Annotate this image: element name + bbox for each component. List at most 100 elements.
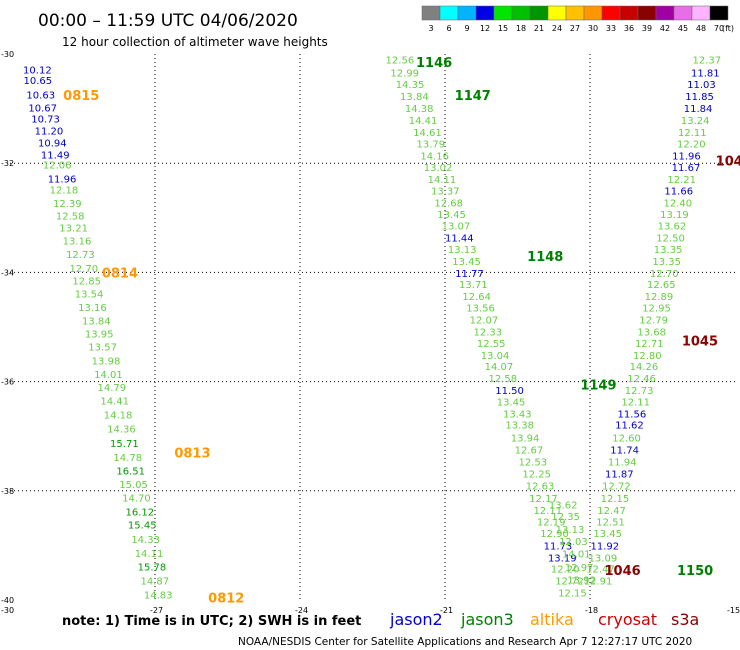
swh-point-label: 12.46: [627, 374, 656, 385]
swh-point-label: 14.11: [135, 549, 164, 560]
swh-point-label: 13.35: [654, 245, 683, 256]
swh-point-label: 13.19: [548, 553, 577, 564]
swh-point-label: 12.55: [477, 339, 506, 350]
swh-point-label: 12.64: [462, 292, 491, 303]
y-tick-label: -34: [1, 268, 14, 277]
legend-swatch: [673, 5, 693, 21]
swh-point-label: 13.54: [75, 290, 104, 301]
legend-bin-label: 30: [588, 24, 598, 33]
swh-point-label: 13.45: [437, 210, 466, 221]
swh-point-label: 15.78: [138, 563, 167, 574]
swh-point-label: 11.96: [672, 152, 701, 163]
legend-swatch: [511, 5, 531, 21]
swh-point-label: 12.90: [540, 529, 569, 540]
legend-swatch: [529, 5, 549, 21]
legend-bin-label: 39: [642, 24, 652, 33]
swh-point-label: 12.99: [390, 69, 419, 80]
legend-swatch: [583, 5, 603, 21]
swh-point-label: 12.06: [43, 160, 72, 171]
swh-point-label: 11.92: [590, 541, 619, 552]
legend-swatch: [493, 5, 513, 21]
legend-bin-label: 48: [696, 24, 706, 33]
swh-point-label: 13.21: [59, 224, 88, 235]
swh-point-label: 13.62: [658, 221, 687, 232]
swh-point-label: 13.45: [593, 529, 622, 540]
satellite-legend: jason2 jason3 altika cryosat s3a: [389, 610, 699, 629]
swh-point-label: 12.97: [565, 563, 594, 574]
chart-grid: [10, 54, 735, 600]
swh-point-label: 12.39: [53, 199, 82, 210]
swh-point-label: 13.04: [481, 351, 510, 362]
swh-point-label: 11.56: [618, 409, 647, 420]
pass-time-label: 1046: [605, 564, 641, 579]
pass-time-label: 1150: [677, 564, 713, 579]
legend-bin-label: 15: [498, 24, 508, 33]
swh-point-label: 14.35: [396, 80, 425, 91]
legend-unit: (ft): [722, 24, 734, 33]
swh-point-label: 12.37: [692, 55, 721, 66]
swh-point-label: 12.67: [515, 445, 544, 456]
legend-bin-label: 21: [534, 24, 544, 33]
swh-point-label: 13.94: [511, 433, 540, 444]
legend-swatch: [691, 5, 711, 21]
swh-point-label: 11.67: [672, 163, 701, 174]
color-scale-legend: 3 6 9 12 15 18 21 24 27 30 33 36 39 42 45 48 70(ft): [421, 5, 734, 33]
credit-line: NOAA/NESDIS Center for Satellite Applica…: [238, 636, 692, 648]
x-tick-label: -24: [295, 606, 308, 615]
swh-point-label: 11.20: [35, 126, 64, 137]
legend-bin-label: 36: [624, 24, 634, 33]
pass-time-label: 0815: [63, 89, 99, 104]
pass-time-label: 1149: [580, 378, 616, 393]
pass-time-label: 0812: [208, 591, 244, 606]
swh-point-label: 12.50: [656, 233, 685, 244]
swh-point-label: 11.66: [664, 187, 693, 198]
legend-swatch: [457, 5, 477, 21]
swh-point-label: 14.87: [141, 576, 170, 587]
swh-point-label: 12.15: [601, 494, 630, 505]
swh-point-label: 14.36: [107, 425, 136, 436]
swh-point-label: 13.84: [400, 92, 429, 103]
pass-time-label: 1147: [455, 89, 491, 104]
swh-point-label: 12.91: [584, 576, 613, 587]
chart-title: 00:00 – 11:59 UTC 04/06/2020: [38, 11, 298, 31]
satellite-jason2: jason2: [389, 610, 443, 629]
swh-point-label: 11.73: [544, 541, 573, 552]
swh-point-label: 13.92: [567, 575, 596, 586]
swh-point-label: 12.07: [470, 315, 499, 326]
legend-bin-label: 12: [480, 24, 490, 33]
swh-point-label: 13.45: [452, 257, 481, 268]
swh-point-label: 13.71: [459, 280, 488, 291]
swh-point-label: 11.84: [684, 104, 713, 115]
swh-point-label: 12.47: [597, 506, 626, 517]
swh-point-label: 12.56: [386, 55, 415, 66]
swh-point-label: 11.87: [605, 469, 634, 480]
swh-point-label: 12.35: [551, 512, 580, 523]
legend-swatch: [655, 5, 675, 21]
swh-point-label: 13.16: [63, 237, 92, 248]
swh-point-label: 16.51: [116, 467, 145, 478]
swh-point-label: 10.94: [38, 138, 67, 149]
swh-point-label: 13.98: [92, 356, 121, 367]
swh-point-label: 14.11: [428, 175, 457, 186]
x-tick-label: -18: [585, 606, 598, 615]
legend-bin-label: 18: [516, 24, 526, 33]
swh-point-label: 14.61: [413, 128, 442, 139]
swh-point-label: 12.11: [621, 397, 650, 408]
satellite-s3a: s3a: [671, 610, 699, 629]
swh-point-label: 14.33: [131, 535, 160, 546]
swh-point-label: 13.57: [88, 343, 117, 354]
swh-point-label: 12.80: [633, 351, 662, 362]
swh-point-label: 10.63: [26, 90, 55, 101]
legend-swatch: [439, 5, 459, 21]
satellite-altika: altika: [530, 610, 574, 629]
swh-point-label: 14.83: [144, 591, 173, 602]
swh-point-label: 16.12: [126, 508, 155, 519]
swh-point-label: 13.35: [652, 257, 681, 268]
swh-point-label: 14.79: [97, 383, 126, 394]
swh-point-label: 14.01: [562, 550, 591, 561]
legend-bin-label: 24: [552, 24, 562, 33]
swh-point-label: 15.45: [128, 521, 157, 532]
legend-swatch: [709, 5, 729, 21]
legend-bin-label: 45: [678, 24, 688, 33]
